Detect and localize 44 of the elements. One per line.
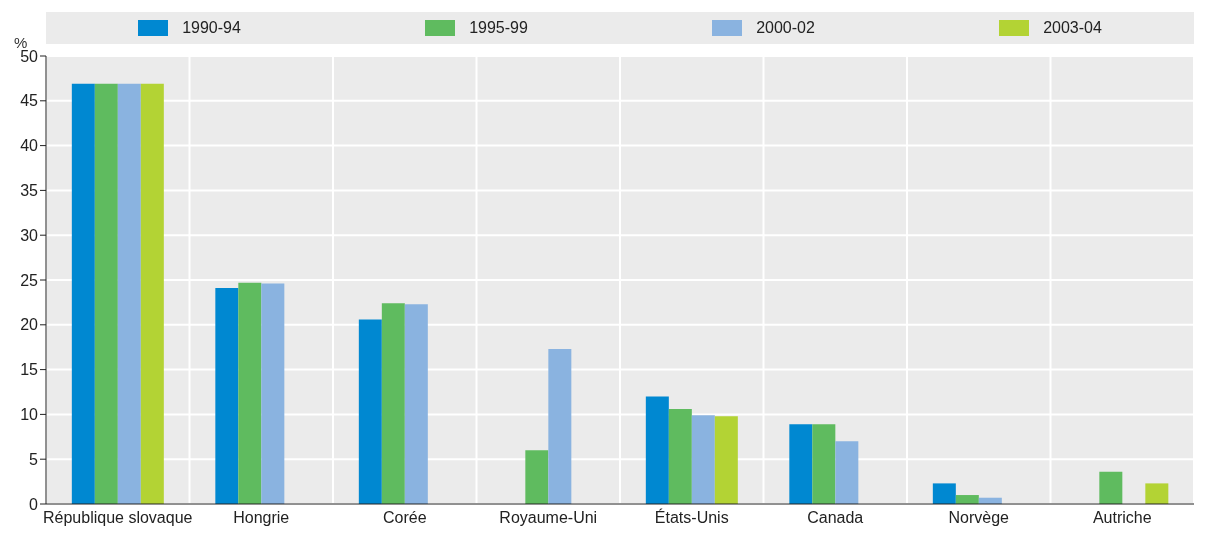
x-tick-label: Corée: [382, 509, 427, 527]
y-tick-label: 20: [20, 316, 39, 334]
y-tick-label: 0: [29, 495, 39, 513]
bar: [261, 283, 285, 504]
bar: [525, 450, 549, 504]
x-tick-label: République slovaque: [43, 509, 193, 527]
bar: [645, 396, 669, 504]
bar: [1099, 471, 1123, 504]
bar: [789, 424, 813, 504]
bar: [548, 348, 572, 504]
bar: [381, 303, 405, 504]
bar: [714, 416, 738, 504]
bar: [71, 83, 95, 504]
legend-label: 2003-04: [1043, 19, 1102, 37]
y-tick-label: 35: [20, 182, 39, 200]
bar: [404, 304, 428, 504]
legend-label: 2000-02: [756, 19, 815, 37]
legend-label: 1995-99: [469, 19, 528, 37]
x-tick-label: Norvège: [948, 509, 1010, 527]
bar: [140, 83, 164, 504]
bar: [932, 483, 956, 504]
x-tick-label: Autriche: [1092, 509, 1152, 527]
bar: [835, 441, 859, 504]
y-tick-label: 25: [20, 271, 39, 289]
bar: [812, 424, 836, 504]
x-tick-label: États-Unis: [654, 508, 729, 527]
bar: [358, 319, 382, 504]
x-tick-label: Hongrie: [233, 509, 290, 527]
bar: [117, 83, 141, 504]
y-tick-label: 45: [20, 92, 39, 110]
y-tick-label: 10: [20, 406, 39, 424]
bar: [238, 282, 262, 504]
y-tick-label: 5: [29, 450, 39, 468]
bar: [668, 409, 692, 504]
x-tick-label: Canada: [807, 509, 864, 527]
bar: [215, 288, 239, 504]
bar: [94, 83, 118, 504]
y-tick-label: 15: [20, 361, 39, 379]
y-tick-label: 30: [20, 226, 39, 244]
y-tick-label: 40: [20, 137, 39, 155]
bar: [691, 415, 715, 504]
bar: [1145, 483, 1169, 504]
x-tick-label: Royaume-Uni: [499, 509, 598, 527]
legend-label: 1990-94: [182, 19, 241, 37]
